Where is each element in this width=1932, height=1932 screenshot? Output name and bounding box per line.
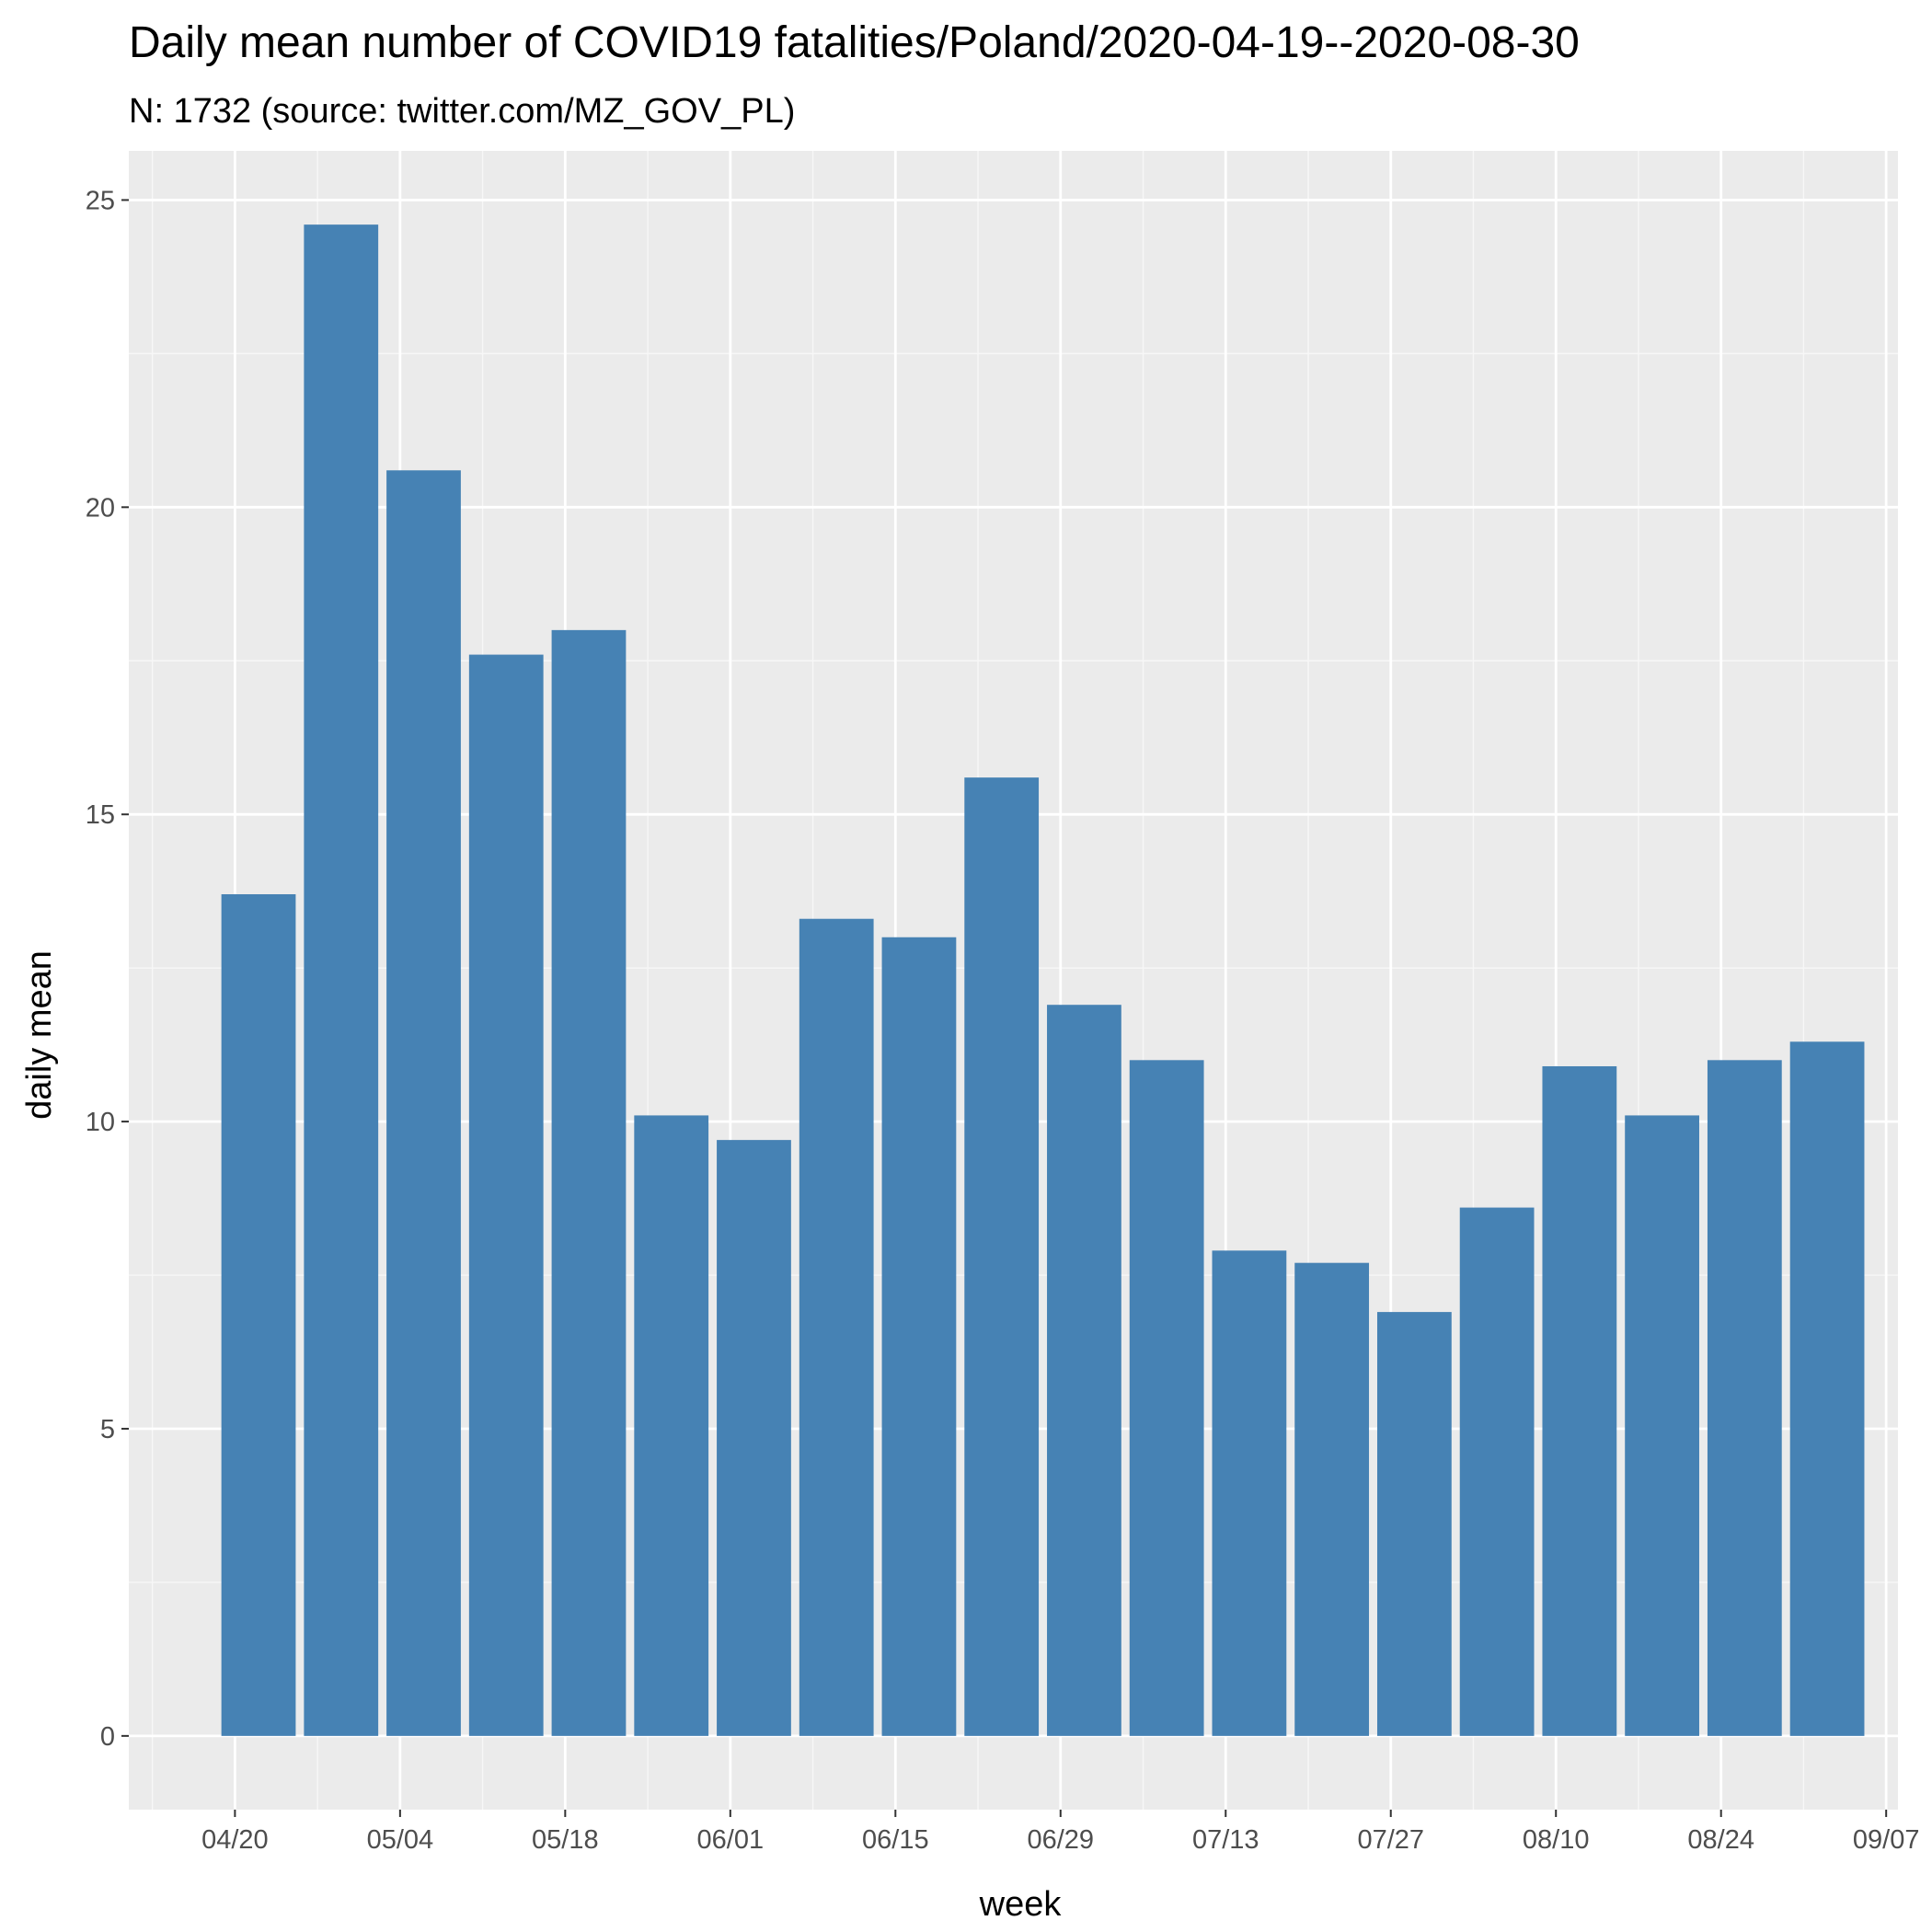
chart-subtitle: N: 1732 (source: twitter.com/MZ_GOV_PL) [129,92,795,131]
y-tick-label: 0 [100,1722,115,1752]
x-tick-label: 07/13 [1192,1825,1259,1855]
x-tick-label: 08/10 [1523,1825,1590,1855]
y-tick-label: 20 [86,493,115,523]
bar [1212,1250,1287,1736]
bar [386,470,461,1736]
x-tick-label: 08/24 [1687,1825,1754,1855]
y-tick-label: 5 [100,1415,115,1444]
bars [221,224,1865,1736]
bar [964,777,1040,1736]
bar [551,629,627,1736]
bar [1625,1115,1699,1736]
bar [881,937,957,1736]
y-tick-label: 10 [86,1108,115,1137]
bar [221,894,296,1736]
x-tick-label: 04/20 [201,1825,269,1855]
bar [1047,1005,1121,1736]
bar [799,918,874,1736]
x-tick-label: 05/04 [367,1825,434,1855]
chart-title: Daily mean number of COVID19 fatalities/… [129,18,1580,67]
x-tick-label: 09/07 [1853,1825,1920,1855]
x-tick-label: 06/15 [862,1825,929,1855]
y-axis: 0 5 10 15 20 25 [86,186,129,1752]
bar [1459,1207,1535,1736]
bar [1789,1041,1865,1736]
x-tick-label: 07/27 [1357,1825,1424,1855]
bar [1707,1060,1782,1736]
bar [1294,1262,1370,1736]
y-axis-title: daily mean [20,950,59,1120]
x-tick-label: 06/01 [697,1825,765,1855]
y-tick-label: 15 [86,800,115,830]
bar [717,1140,791,1736]
x-tick-label: 05/18 [532,1825,599,1855]
x-axis: 04/20 05/04 05/18 06/01 06/15 06/29 07/13 07/27… [201,1810,1919,1855]
bar [304,224,379,1736]
bar [634,1115,709,1736]
bar [1542,1065,1617,1736]
y-tick-label: 25 [86,186,115,215]
x-tick-label: 06/29 [1027,1825,1094,1855]
bar [468,654,544,1736]
x-axis-title: week [979,1885,1063,1924]
bar [1376,1312,1452,1736]
bar [1129,1060,1204,1736]
